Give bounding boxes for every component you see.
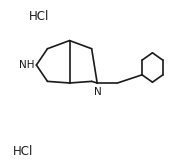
Text: NH: NH [19,60,35,70]
Text: HCl: HCl [29,10,49,23]
Text: N: N [94,87,102,97]
Text: HCl: HCl [13,145,33,158]
